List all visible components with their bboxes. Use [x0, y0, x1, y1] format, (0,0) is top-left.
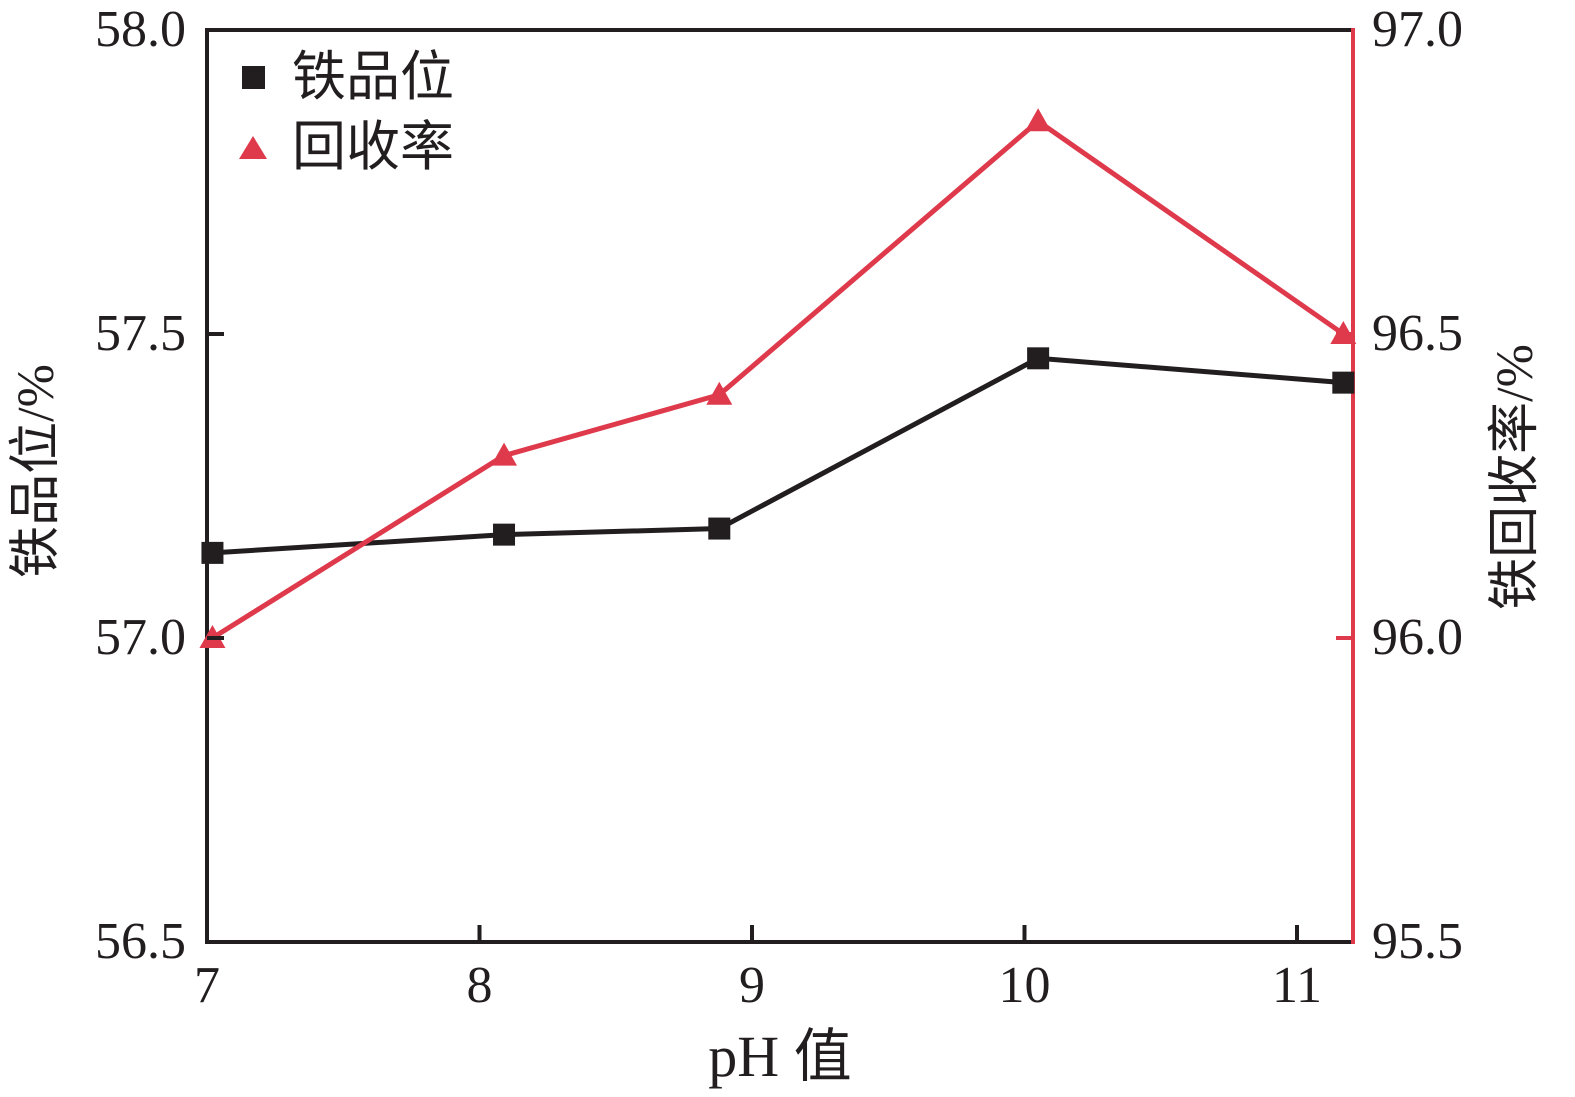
series-line-0	[212, 355, 1344, 556]
square-marker	[1332, 371, 1355, 394]
legend: 铁品位 回收率	[238, 46, 454, 178]
triangle-marker	[706, 381, 733, 405]
left-axis-tick-label: 58.0	[95, 1, 186, 58]
x-axis-tick-label: 11	[1271, 957, 1323, 1014]
legend-label-grade: 铁品位	[292, 47, 454, 107]
right-axis-tick-label: 97.0	[1372, 1, 1463, 58]
triangle-marker-icon	[238, 135, 268, 159]
left-axis-tick-label: 56.5	[95, 913, 186, 970]
x-axis-tick-label: 7	[194, 957, 220, 1014]
legend-label-recovery: 回收率	[292, 117, 454, 177]
square-marker-icon	[238, 65, 268, 89]
right-axis-tick-label: 96.5	[1372, 305, 1463, 362]
x-axis-tick-label: 10	[998, 957, 1051, 1014]
square-marker	[1027, 347, 1050, 370]
left-axis-title: 铁品位/%	[8, 364, 65, 578]
legend-item-recovery: 回收率	[238, 116, 454, 178]
right-axis-tick-label: 95.5	[1372, 913, 1463, 970]
square-marker	[493, 523, 516, 546]
series-line-1	[211, 118, 1345, 641]
right-axis-title: 铁回收率/%	[1487, 344, 1544, 610]
triangle-marker	[1025, 108, 1052, 132]
legend-item-grade: 铁品位	[238, 46, 454, 108]
left-axis-tick-label: 57.5	[95, 305, 186, 362]
square-marker	[708, 517, 731, 540]
square-marker	[201, 541, 224, 564]
left-axis-tick-label: 57.0	[95, 609, 186, 666]
triangle-marker	[491, 442, 518, 466]
right-axis-tick-label: 96.0	[1372, 609, 1463, 666]
x-axis-tick-label: 9	[739, 957, 765, 1014]
x-axis-title: pH 值	[708, 1024, 852, 1089]
x-axis-tick-label: 8	[466, 957, 493, 1014]
